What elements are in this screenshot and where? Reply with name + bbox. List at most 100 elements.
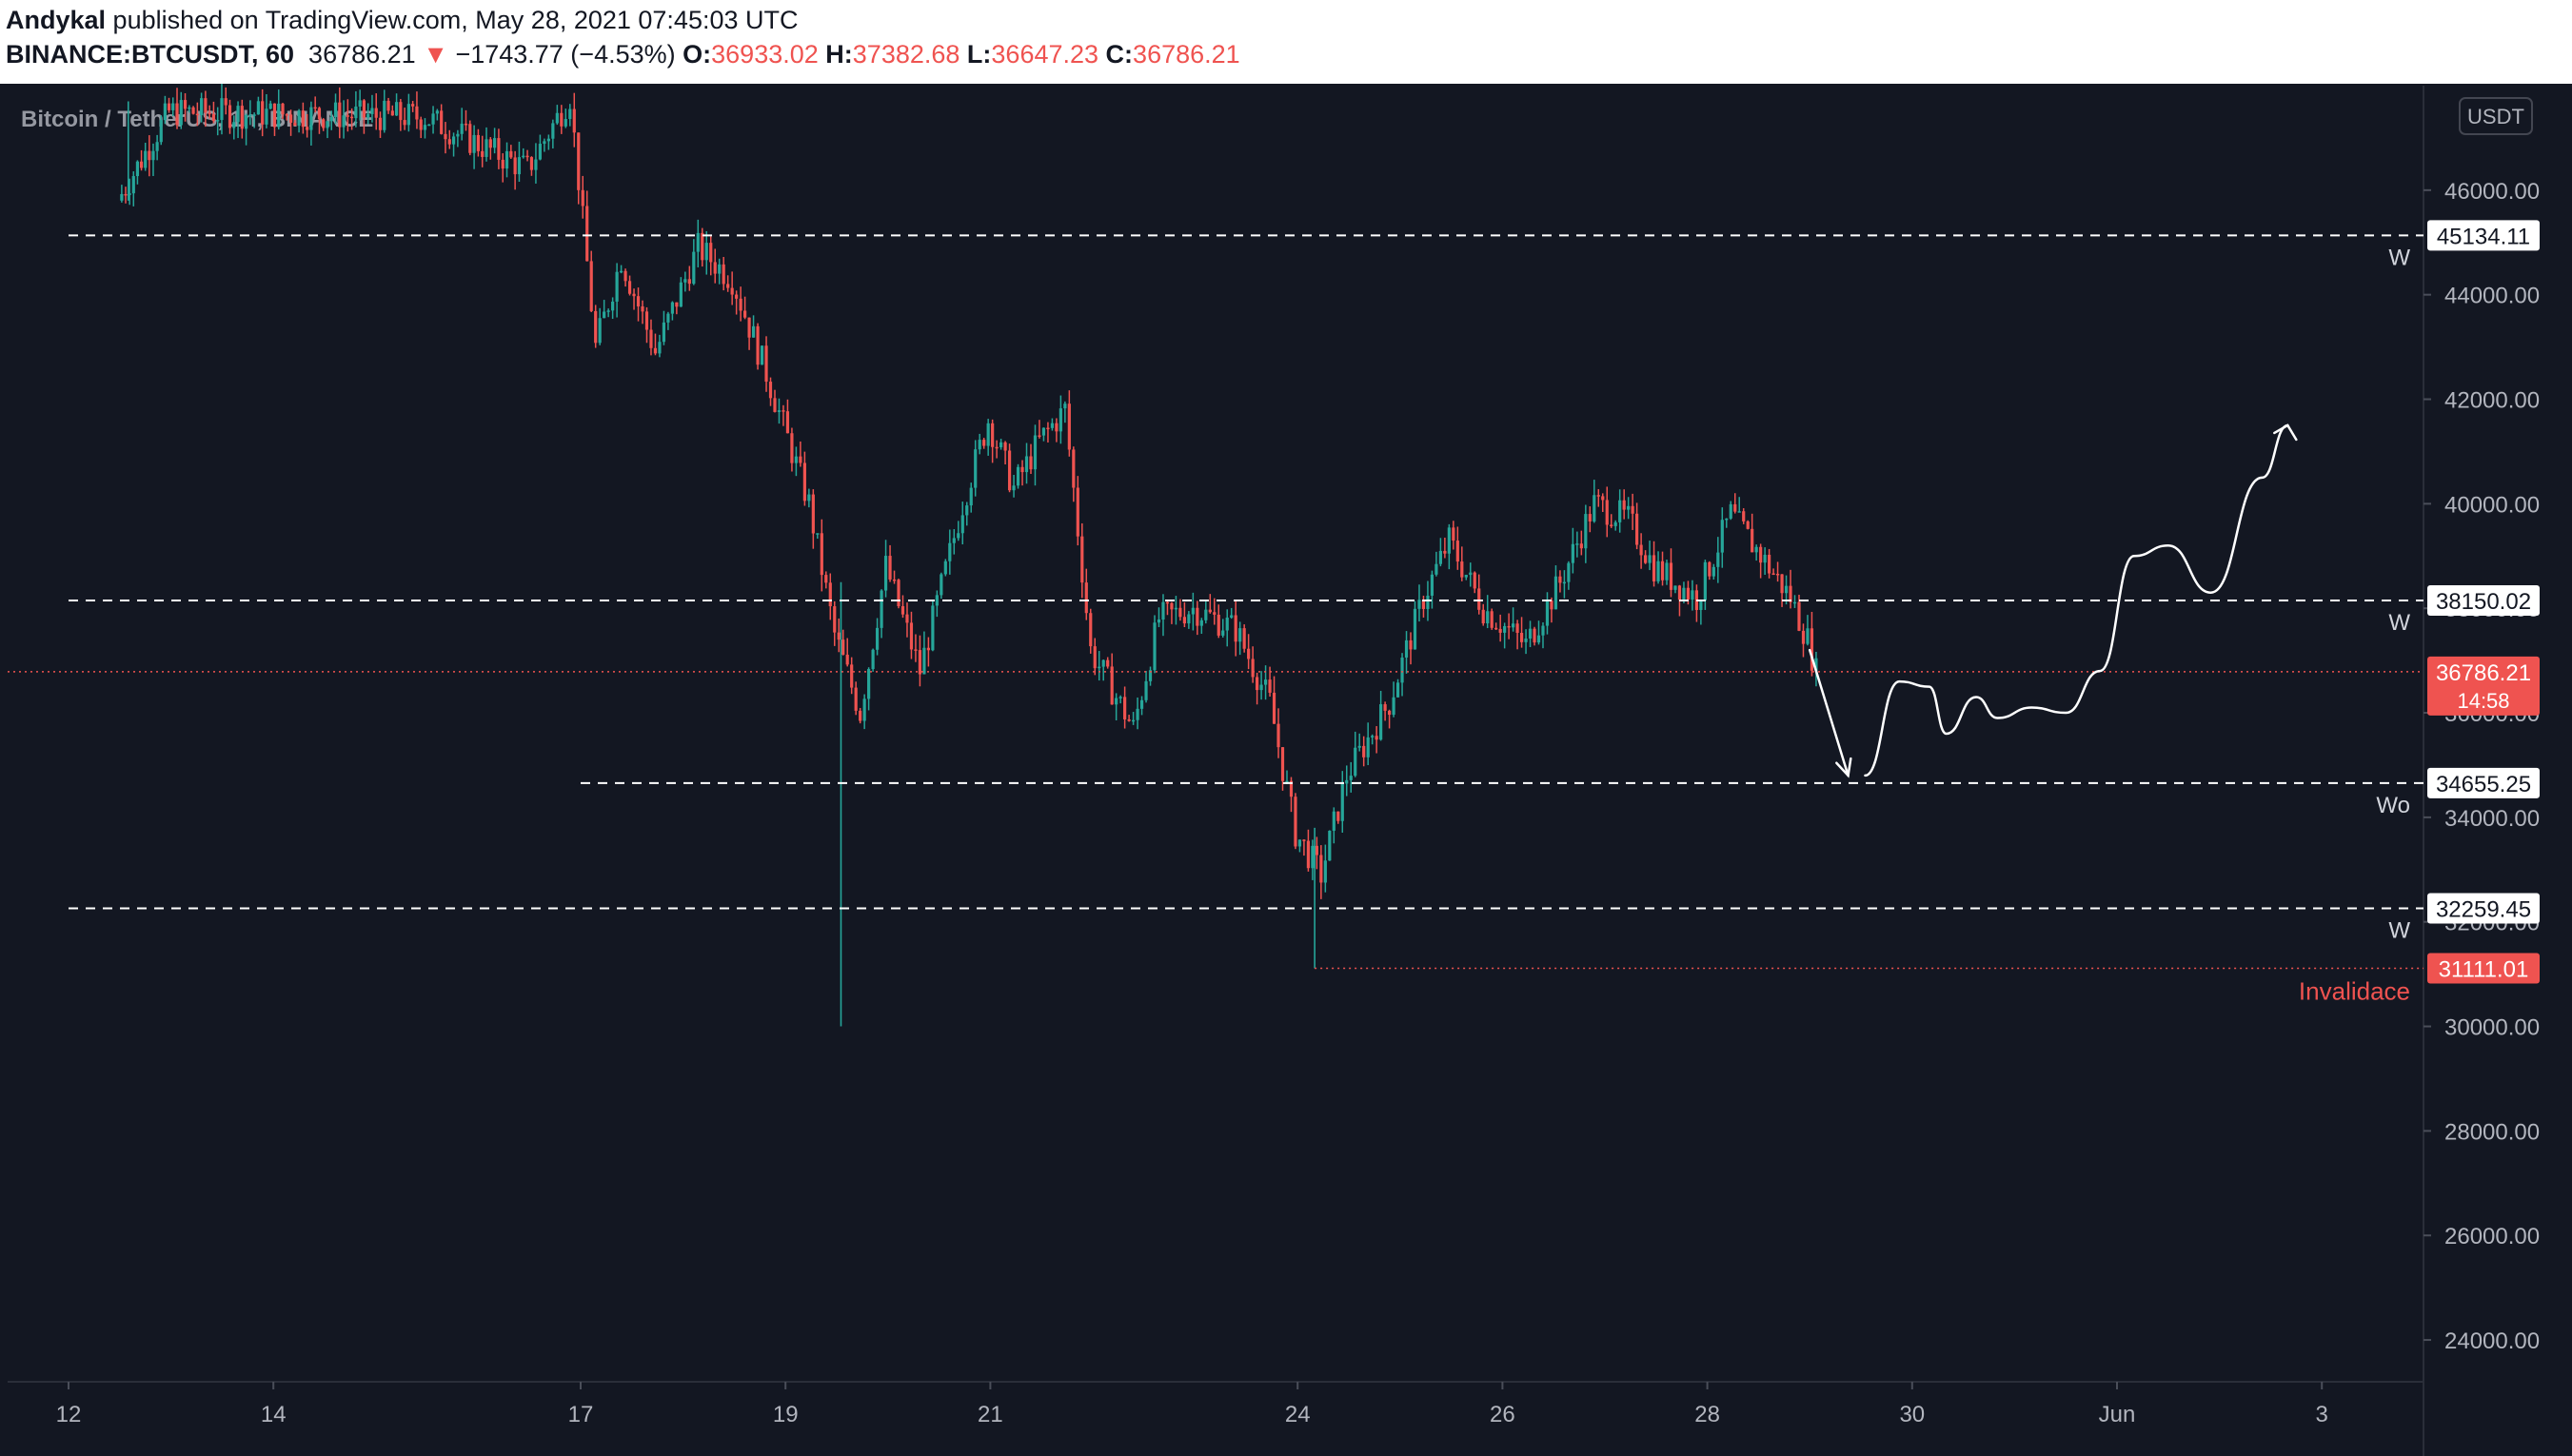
candle-body <box>555 112 559 124</box>
candle-body <box>406 104 410 126</box>
candle-body <box>888 556 892 580</box>
candle-body <box>598 318 602 344</box>
candle-body <box>1067 403 1071 450</box>
candle-body <box>1656 561 1660 581</box>
candle-body <box>144 150 148 168</box>
candle-body <box>564 119 567 127</box>
candle-body <box>1575 543 1579 545</box>
arrowhead-down-icon <box>1835 757 1852 778</box>
candle-body <box>1033 435 1038 470</box>
candle-body <box>244 115 248 129</box>
candle-body <box>1395 682 1400 698</box>
candle-body <box>354 107 358 119</box>
level-tag: W <box>2388 610 2410 636</box>
candle-body <box>1238 628 1242 642</box>
chart-frame[interactable]: 24000.0026000.0028000.0030000.0032000.00… <box>0 84 2572 1456</box>
candle-body <box>1072 449 1076 488</box>
candle-body <box>1204 609 1208 620</box>
level-price-label-bg <box>2427 893 2540 924</box>
candle-body <box>850 664 854 688</box>
candle-body <box>816 533 820 535</box>
candle-body <box>1703 561 1707 600</box>
candle-body <box>329 116 333 122</box>
candle-body <box>370 108 374 114</box>
candle-body <box>1259 684 1263 691</box>
candle-body <box>1768 554 1771 574</box>
last-price: 36786.21 <box>308 40 416 69</box>
candle-body <box>1751 528 1754 553</box>
candle-body <box>1455 541 1459 562</box>
candle-body <box>991 423 995 447</box>
currency-badge <box>2459 97 2533 135</box>
candle-body <box>464 123 468 126</box>
y-tick-label: 24000.00 <box>2444 1328 2540 1354</box>
candle-body <box>1050 423 1055 428</box>
x-tick-label: 19 <box>773 1402 799 1427</box>
candle-body <box>1084 582 1088 614</box>
candle-body <box>124 193 128 196</box>
candle-body <box>313 107 317 109</box>
candle-body <box>1477 588 1481 610</box>
x-tick-label: 17 <box>568 1402 594 1427</box>
candle-body <box>451 136 456 145</box>
candle-body <box>1208 609 1212 613</box>
candle-body <box>179 100 183 126</box>
candle-body <box>960 515 964 534</box>
candle-body <box>472 134 476 153</box>
candle-body <box>204 98 208 113</box>
x-tick-label: 12 <box>56 1402 82 1427</box>
candle-body <box>513 157 517 175</box>
candle-body <box>627 281 632 294</box>
candle-body <box>493 138 497 148</box>
candle-body <box>726 284 730 288</box>
candle-body <box>1413 608 1417 650</box>
candle-body <box>1311 845 1315 869</box>
candle-body <box>1536 635 1541 643</box>
candle-body <box>905 614 909 623</box>
candle-body <box>1400 657 1404 683</box>
candle-body <box>1161 601 1165 620</box>
candle-body <box>1016 466 1020 486</box>
candle-body <box>1708 561 1711 577</box>
candle-body <box>1639 544 1643 556</box>
level-price-label-bg <box>2427 220 2540 251</box>
candle-body <box>163 103 167 121</box>
candle-body <box>1038 435 1041 438</box>
candle-body <box>1686 587 1691 600</box>
candle-body <box>1593 495 1596 521</box>
candle-body <box>1041 427 1046 436</box>
candle-body <box>423 125 427 130</box>
candle-body <box>148 150 151 161</box>
change-arrow-icon: ▼ <box>423 40 448 69</box>
published-text: published on TradingView.com, May 28, 20… <box>106 6 799 34</box>
candle-body <box>216 120 220 122</box>
candle-body <box>897 580 900 607</box>
candle-body <box>1127 718 1131 721</box>
price-chart[interactable]: 24000.0026000.0028000.0030000.0032000.00… <box>0 84 2572 1456</box>
candle-body <box>1217 614 1220 636</box>
candle-body <box>995 446 999 449</box>
candle-body <box>342 115 346 128</box>
symbol-label: BINANCE:BTCUSDT, 60 <box>6 40 295 69</box>
candle-body <box>155 142 159 151</box>
candle-body <box>366 113 370 118</box>
x-tick-label: 28 <box>1694 1402 1720 1427</box>
candle-body <box>538 144 543 160</box>
candle-body <box>1029 456 1033 470</box>
candle-body <box>1443 550 1447 554</box>
candle-body <box>374 108 378 118</box>
candle-body <box>1251 659 1255 678</box>
candle-body <box>781 410 785 412</box>
candle-body <box>1242 628 1246 649</box>
candle-body <box>1289 780 1294 797</box>
candle-body <box>1746 521 1750 529</box>
candle-body <box>1012 485 1016 491</box>
plot-area <box>8 86 2424 1382</box>
candle-body <box>431 113 435 125</box>
candle-body <box>1020 466 1024 473</box>
author-name[interactable]: Andykal <box>6 6 107 34</box>
candle-body <box>509 150 513 158</box>
candle-body <box>1806 628 1810 644</box>
candle-body <box>1494 627 1498 630</box>
candle-body <box>978 440 981 450</box>
